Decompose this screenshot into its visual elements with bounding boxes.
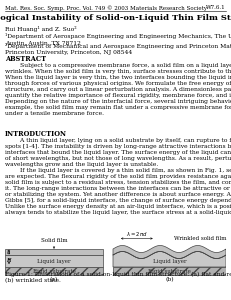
Text: Mat. Res. Soc. Symp. Proc. Vol. 749 © 2003 Materials Research Society: Mat. Res. Soc. Symp. Proc. Vol. 749 © 20… bbox=[5, 5, 207, 10]
Text: Solid film: Solid film bbox=[41, 238, 67, 243]
Text: ²Department of Mechanical and Aerospace Engineering and Princeton Materials Inst: ²Department of Mechanical and Aerospace … bbox=[5, 43, 231, 55]
Text: (a): (a) bbox=[50, 277, 58, 282]
Text: Liquid layer: Liquid layer bbox=[37, 259, 71, 263]
Text: Figure 1: Illustrations of a solid-on-liquid thin film structure: (a) flat and r: Figure 1: Illustrations of a solid-on-li… bbox=[5, 272, 231, 284]
Text: Subject to a compressive membrane force, a solid film on a liquid layer may form: Subject to a compressive membrane force,… bbox=[5, 63, 231, 116]
Text: (b): (b) bbox=[165, 277, 174, 282]
Text: Morphological Instability of Solid-on-Liquid Thin Film Structures: Morphological Instability of Solid-on-Li… bbox=[0, 14, 231, 22]
Text: A thin liquid layer, lying on a solid substrate by itself, can rupture to form i: A thin liquid layer, lying on a solid su… bbox=[5, 138, 231, 215]
Bar bbox=[5, 267, 103, 275]
Bar bbox=[5, 255, 103, 267]
Text: ¹Department of Aerospace Engineering and Engineering Mechanics, The University o: ¹Department of Aerospace Engineering and… bbox=[5, 33, 231, 45]
Text: Rui Huang¹ and Z. Suo²: Rui Huang¹ and Z. Suo² bbox=[5, 26, 77, 32]
Text: h: h bbox=[6, 250, 10, 254]
Text: ABSTRACT: ABSTRACT bbox=[5, 55, 46, 63]
Bar bbox=[5, 249, 103, 255]
Polygon shape bbox=[113, 245, 226, 259]
Text: H: H bbox=[6, 259, 11, 263]
Text: $\lambda = 2\pi d$: $\lambda = 2\pi d$ bbox=[126, 230, 148, 238]
Bar bbox=[113, 267, 226, 275]
Text: Rigid substrate: Rigid substrate bbox=[148, 268, 191, 274]
Text: Liquid layer: Liquid layer bbox=[153, 259, 186, 263]
Text: Wrinkled solid film: Wrinkled solid film bbox=[173, 236, 226, 241]
Text: INTRODUCTION: INTRODUCTION bbox=[5, 130, 67, 138]
Text: Rigid substrate: Rigid substrate bbox=[33, 268, 76, 274]
Polygon shape bbox=[113, 251, 226, 267]
Text: W7.6.1: W7.6.1 bbox=[206, 5, 226, 10]
